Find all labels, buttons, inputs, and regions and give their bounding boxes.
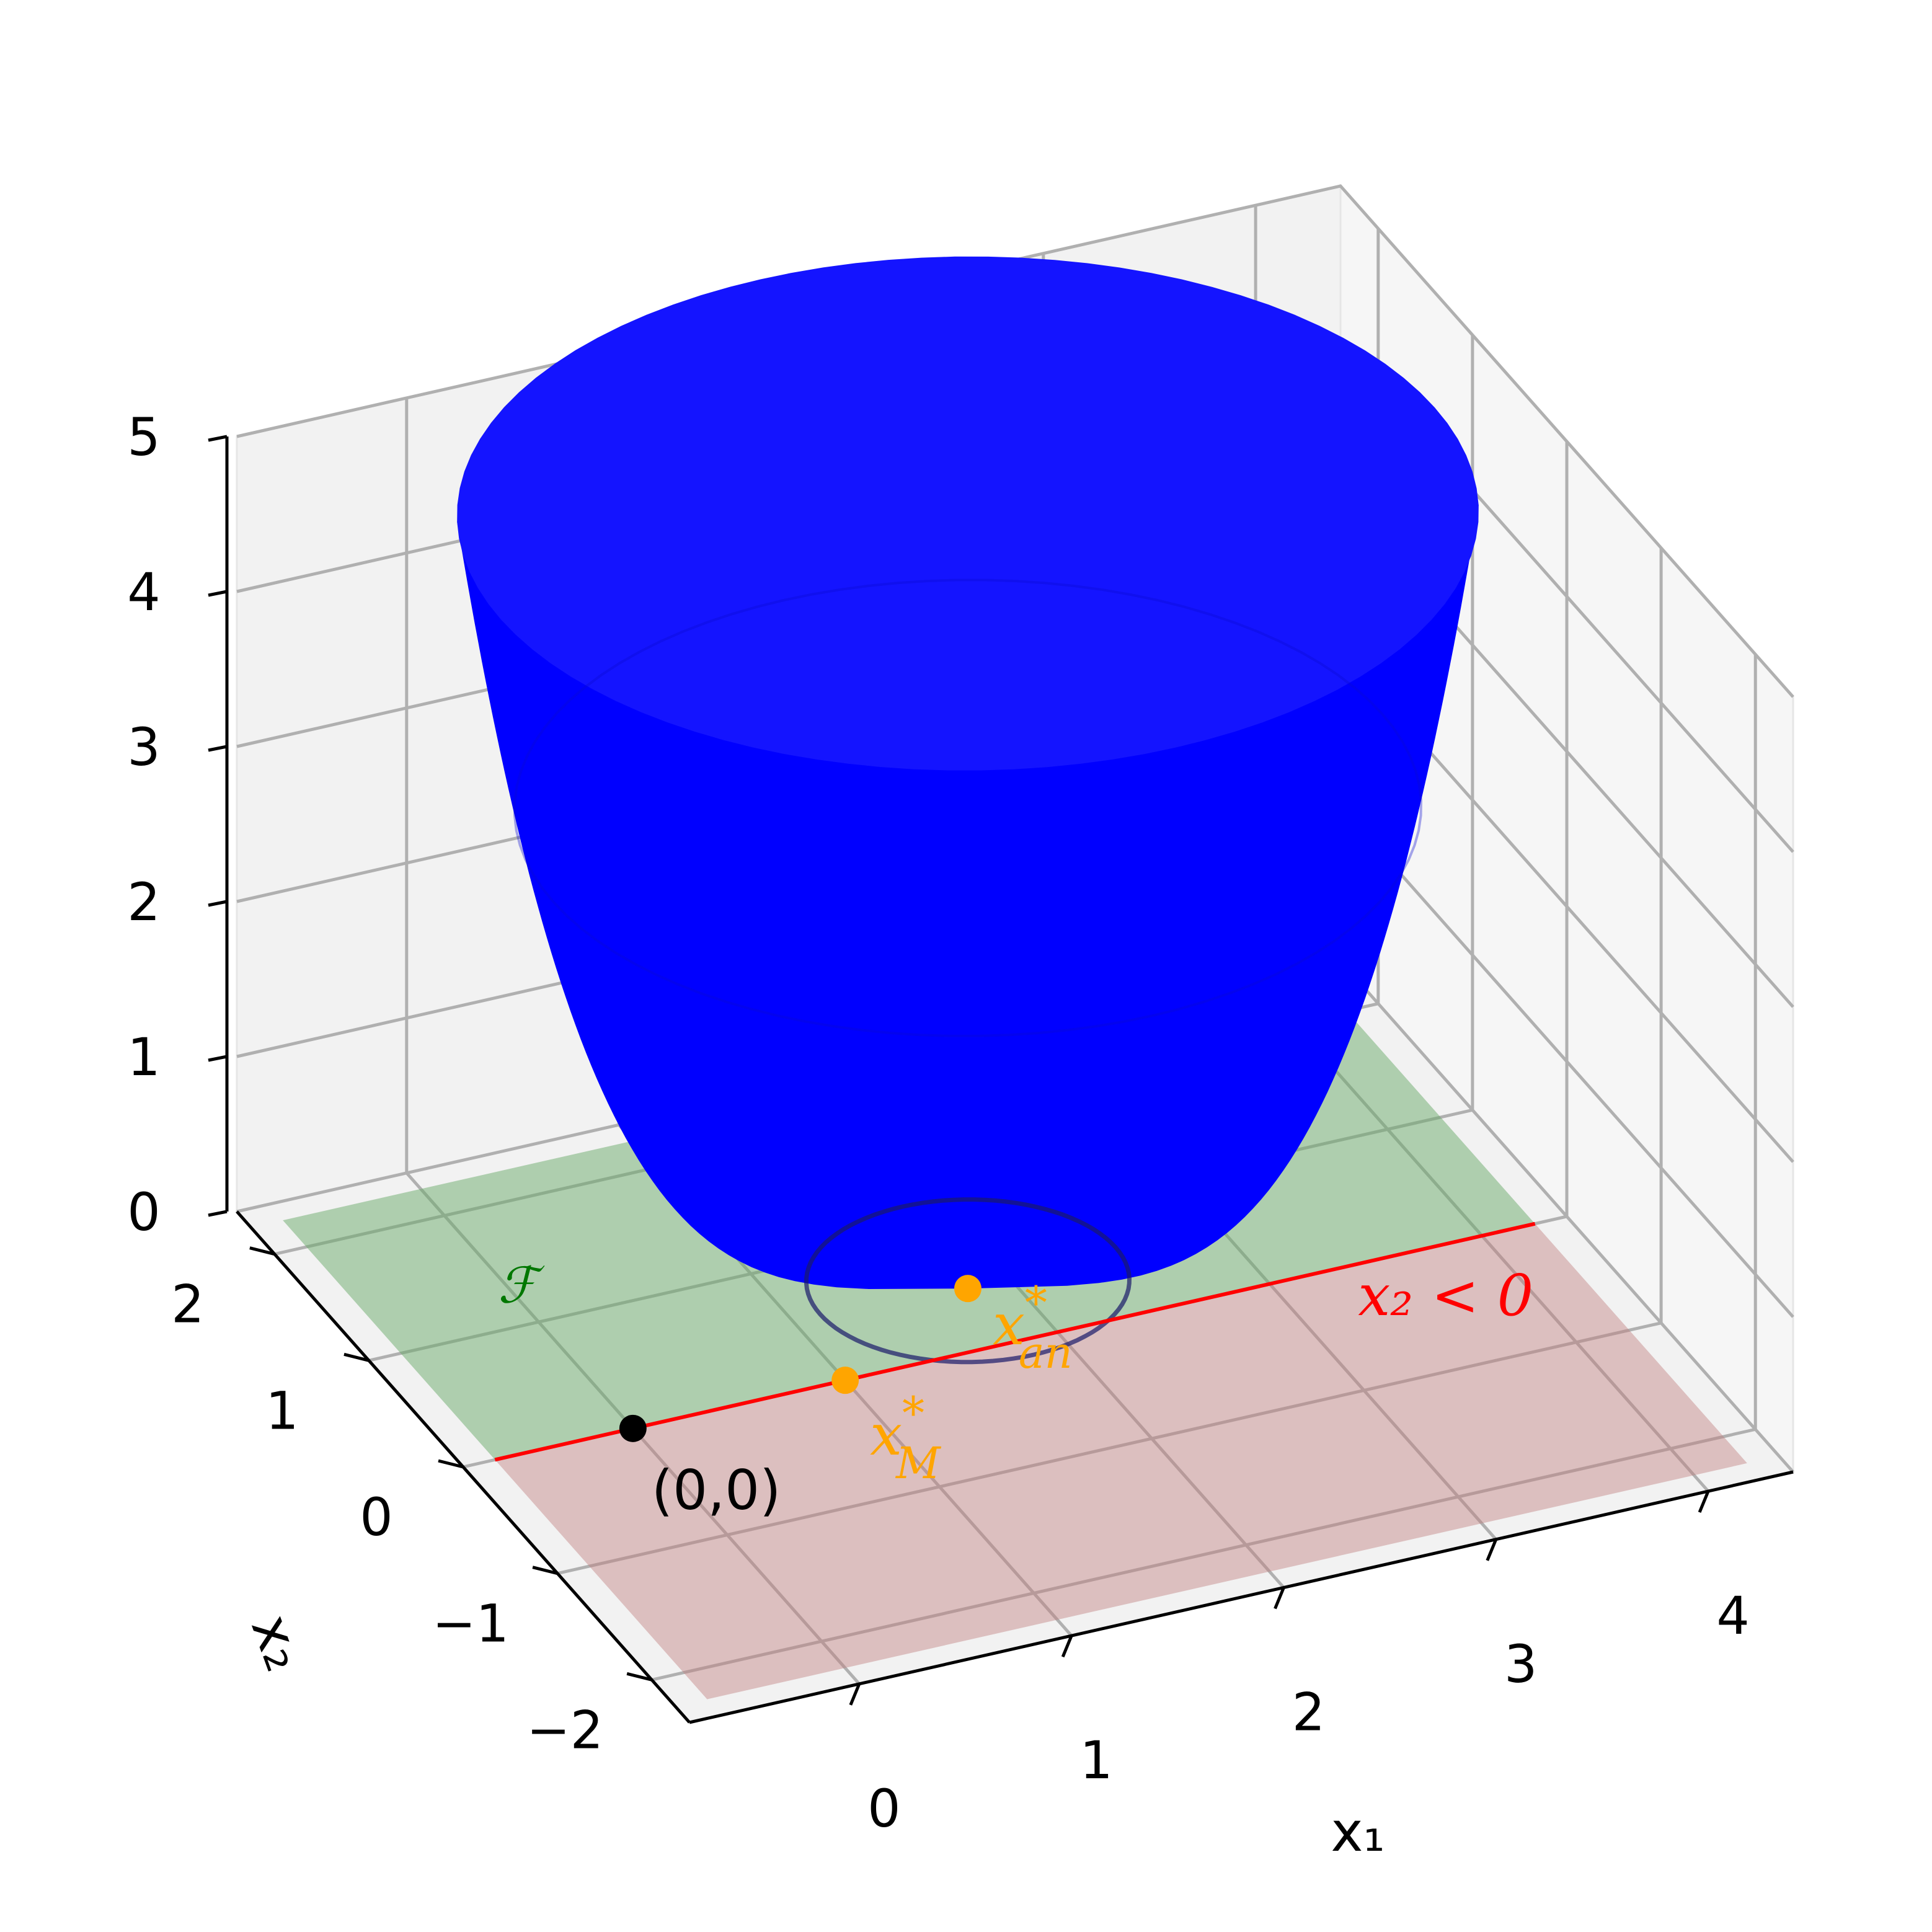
z-tick-label: 3 <box>127 717 160 778</box>
z-tick-label: 2 <box>127 872 160 933</box>
x-tick-1 <box>1061 1635 1073 1658</box>
x-tick-label: 4 <box>1716 1585 1749 1646</box>
point-origin <box>619 1414 647 1442</box>
surface-top <box>457 256 1479 771</box>
y-axis-label: x₂ <box>239 1606 317 1679</box>
y-tick-1 <box>343 1352 370 1362</box>
point-x-an-star <box>954 1275 982 1303</box>
surface-band <box>513 578 1423 1037</box>
x-tick-4 <box>1698 1491 1710 1513</box>
x-axis-label: x₁ <box>1331 1800 1385 1864</box>
region-infeasible <box>495 1223 1747 1699</box>
x-tick-label: 1 <box>1079 1730 1112 1791</box>
floor-contour <box>804 1197 1132 1365</box>
label-x-m-star: x* M <box>870 1387 942 1489</box>
label-origin: (0,0) <box>652 1458 781 1522</box>
x-tick-2 <box>1274 1587 1285 1610</box>
z-tick-0 <box>208 1210 228 1217</box>
x-tick-3 <box>1486 1538 1498 1561</box>
y-tick-label: 0 <box>360 1487 392 1548</box>
z-tick-label: 4 <box>127 562 160 623</box>
y-tick-2 <box>249 1246 275 1256</box>
markers <box>494 1221 1536 1462</box>
y-tick-label: −1 <box>432 1593 509 1654</box>
z-tick-4 <box>208 590 228 597</box>
x-tick-label: 3 <box>1504 1634 1537 1695</box>
z-tick-label: 0 <box>127 1182 160 1243</box>
y-tick--1 <box>532 1566 558 1575</box>
surface-feasible <box>457 256 1479 1289</box>
z-tick-1 <box>208 1055 228 1062</box>
surface <box>457 256 1479 1365</box>
z-tick-5 <box>208 435 228 442</box>
x-tick-label: 0 <box>867 1778 900 1839</box>
z-tick-label: 1 <box>127 1027 160 1088</box>
z-tick-2 <box>208 900 228 907</box>
point-x-m-star <box>831 1367 859 1394</box>
boundary-line <box>494 1221 1536 1462</box>
label-infeasible-region: x₂ < 0 <box>1358 1262 1533 1329</box>
z-tick-label: 5 <box>127 407 160 467</box>
y-tick-0 <box>438 1459 464 1469</box>
y-tick-label: 1 <box>265 1380 298 1441</box>
y-tick--2 <box>626 1672 652 1682</box>
z-tick-3 <box>208 745 228 752</box>
y-tick-label: 2 <box>171 1274 204 1335</box>
y-tick-label: −2 <box>526 1699 603 1760</box>
x-axis-line <box>689 1470 1794 1724</box>
annotations: (0,0)x* anx* Mℱ x₂ < 0 <box>498 1257 1533 1522</box>
label-x-an-star: x* an <box>993 1277 1073 1378</box>
x-tick-0 <box>849 1683 861 1706</box>
x-tick-label: 2 <box>1292 1682 1325 1742</box>
